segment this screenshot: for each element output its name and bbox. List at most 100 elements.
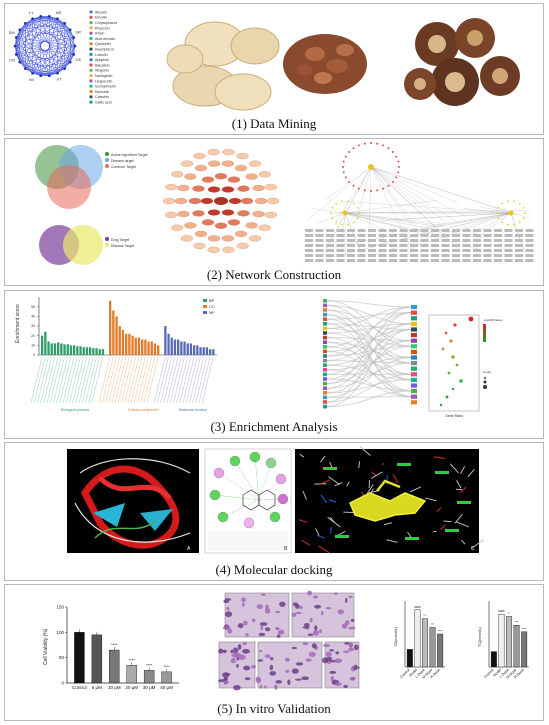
target-node: [525, 249, 534, 252]
target-node: [441, 259, 450, 262]
stained-cell: [275, 680, 283, 684]
go-term-label: [105, 356, 117, 404]
ppi-node: [214, 222, 228, 229]
legend-item: Alizarin: [95, 10, 107, 14]
interaction-bond: [254, 456, 260, 501]
target-node: [357, 244, 366, 247]
go-term-label: [166, 356, 179, 404]
target-node: [344, 176, 347, 179]
go-term-label: [40, 356, 52, 404]
network-edge: [403, 212, 512, 233]
go-term-label: [160, 356, 172, 404]
go-bar: [157, 345, 160, 355]
network-edge: [324, 166, 372, 201]
stained-cell: [275, 610, 281, 614]
sankey-gene-node: [323, 345, 327, 349]
target-node: [336, 259, 345, 262]
ppi-node: [264, 211, 277, 219]
network-node: [63, 22, 66, 25]
ppi-node: [252, 184, 265, 192]
kegg-bubble: [453, 323, 457, 327]
sankey-link: [326, 345, 412, 385]
target-node: [515, 239, 523, 242]
ppi-node: [221, 235, 235, 242]
interaction-2d-diagram: B: [204, 448, 292, 554]
stained-cell: [276, 634, 281, 638]
sankey-gene-node: [323, 303, 327, 308]
stained-cell: [274, 684, 277, 689]
legend-marker: [89, 74, 93, 78]
network-node: [73, 44, 77, 48]
network-node: [18, 60, 22, 64]
bubble-xlabel: Gene Ratio: [445, 414, 463, 418]
panel-in-vitro-validation: 0 50 100 150 Cell Viability (%) Control 5 μM **…: [4, 584, 544, 721]
sankey-link: [326, 360, 412, 364]
go-bar: [212, 349, 215, 355]
ppi-node: [237, 185, 250, 192]
legend-marker: [89, 84, 93, 88]
go-bar: [121, 329, 125, 355]
go-term-label: [30, 356, 43, 404]
target-node: [357, 254, 366, 257]
pocket-residue-stick: [327, 516, 341, 528]
go-bar: [118, 326, 121, 355]
stained-cell: [330, 675, 334, 682]
network-edge: [370, 166, 517, 215]
stained-cell: [242, 641, 247, 646]
target-node: [356, 217, 359, 220]
legend-marker: [89, 68, 93, 72]
network-node: [18, 28, 22, 32]
pocket-residue-stick: [456, 480, 462, 489]
sankey-link: [326, 304, 412, 325]
stained-cell: [260, 593, 266, 597]
ppi-node: [201, 176, 215, 183]
target-node: [399, 244, 408, 247]
stained-cell: [311, 643, 317, 649]
go-term-label: [111, 356, 123, 404]
residue-node: [277, 493, 289, 505]
target-node: [431, 249, 439, 252]
target-node: [387, 184, 390, 187]
target-node: [357, 234, 366, 237]
network-edge: [19, 29, 74, 38]
network-edge: [370, 166, 482, 238]
interaction-bond: [222, 499, 260, 518]
go-bar: [50, 343, 53, 355]
go-bar: [177, 339, 180, 355]
target-node: [494, 234, 502, 237]
target-node: [370, 142, 372, 144]
viability-category-label: Control: [72, 685, 87, 690]
target-node: [431, 254, 439, 257]
legend-marker: [89, 47, 93, 51]
interaction-bond: [218, 472, 260, 501]
target-node: [347, 239, 355, 242]
pocket-residue-stick: [320, 455, 326, 463]
panel-molecular-docking: A B C (4) Molecular docking: [4, 442, 544, 581]
stained-cell: [291, 668, 299, 674]
target-node: [331, 206, 334, 209]
stained-cell: [269, 671, 277, 676]
stained-cell: [287, 679, 291, 685]
ppi-node: [200, 197, 214, 205]
sankey-pathway-node: [411, 355, 417, 360]
small-chart-bar: [506, 616, 512, 668]
network-edge: [25, 68, 33, 74]
sankey-link: [326, 341, 412, 358]
stained-cell: [319, 629, 323, 634]
go-term-label: [114, 356, 127, 404]
go-term-label: [46, 356, 59, 404]
target-node: [452, 249, 460, 252]
network-edge: [40, 45, 76, 76]
small-chart-bar: [422, 618, 428, 668]
target-node: [326, 244, 334, 247]
interaction-bond: [258, 462, 272, 501]
ppi-node: [234, 164, 248, 172]
target-node: [382, 144, 385, 147]
legend-marker: [89, 63, 93, 67]
kegg-bubble: [441, 347, 445, 351]
small-chart-significance: ****: [438, 629, 443, 633]
kegg-bubble: [459, 379, 463, 383]
network-edge: [25, 62, 71, 69]
target-node: [336, 249, 345, 252]
target-node: [494, 244, 502, 247]
